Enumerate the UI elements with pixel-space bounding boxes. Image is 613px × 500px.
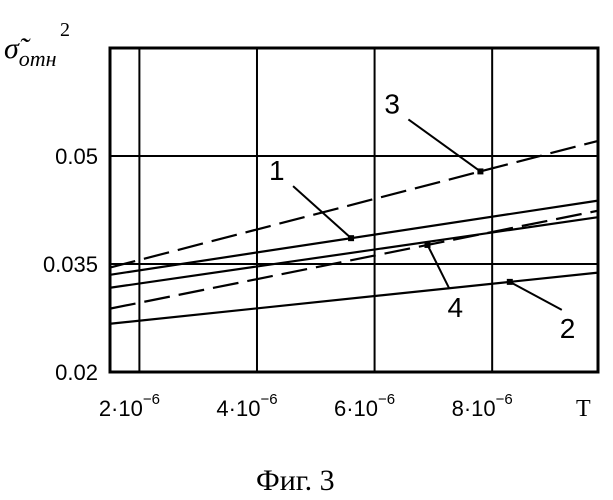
leader-line-1: [293, 186, 351, 238]
y-axis-label-exponent: 2: [60, 19, 70, 41]
leader-line-4: [427, 245, 449, 289]
series-line-2: [110, 273, 598, 324]
curve-label-4: 4: [447, 292, 463, 323]
series-line-3: [110, 141, 598, 268]
series-line-4: [110, 211, 598, 309]
figure-caption: Фиг. 3: [256, 464, 335, 497]
curve-label-2: 2: [560, 313, 576, 344]
x-tick-label: 8·10−6: [452, 391, 513, 421]
curve-label-1: 1: [269, 155, 285, 186]
series-group: [110, 141, 598, 324]
marker-point-1: [348, 235, 354, 241]
marker-point-2: [507, 279, 513, 285]
x-tick-label: 2·10−6: [99, 391, 160, 421]
y-tick-label: 0.05: [55, 144, 98, 169]
x-tick-labels: 2·10−6 4·10−6 6·10−6 8·10−6: [99, 391, 513, 421]
annotation-markers: 1 3 4 2: [269, 88, 575, 343]
y-tick-label: 0.02: [55, 360, 98, 385]
y-tick-labels: 0.02 0.035 0.05: [43, 144, 98, 385]
x-tick-label: 4·10−6: [216, 391, 277, 421]
y-axis-label: σ̃отн: [4, 32, 57, 71]
series-line-unlabeled-4: [110, 217, 598, 288]
plot-frame: [110, 48, 598, 372]
curve-label-3: 3: [384, 88, 400, 119]
y-tick-label: 0.035: [43, 252, 98, 277]
grid: [110, 48, 598, 372]
x-tick-label: 6·10−6: [334, 391, 395, 421]
x-axis-label: T: [576, 396, 591, 422]
leader-line-2: [510, 282, 562, 310]
marker-point-3: [477, 168, 483, 174]
marker-point-4: [424, 242, 430, 248]
leader-line-3: [408, 119, 480, 171]
